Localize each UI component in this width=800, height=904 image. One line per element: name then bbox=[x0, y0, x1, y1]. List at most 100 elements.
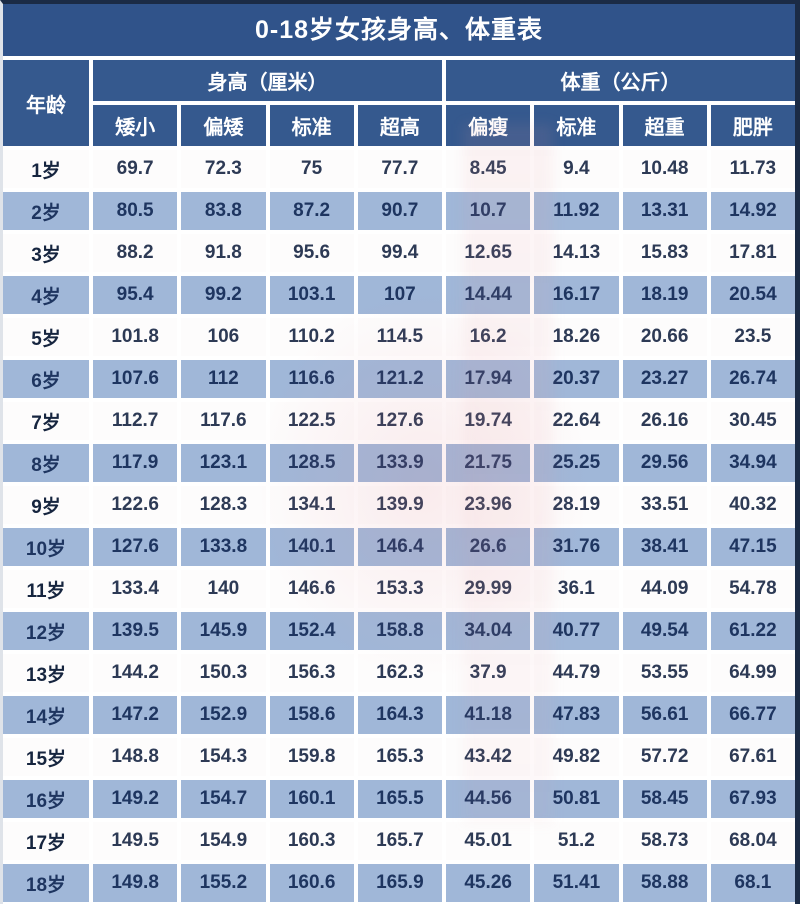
height-group-header: 身高（厘米） bbox=[93, 60, 442, 101]
height-value-cell: 72.3 bbox=[181, 150, 266, 188]
weight-value-cell: 58.88 bbox=[622, 864, 707, 902]
height-value-cell: 101.8 bbox=[93, 318, 178, 356]
weight-group-header: 体重（公斤） bbox=[446, 60, 795, 101]
height-value-cell: 127.6 bbox=[357, 402, 442, 440]
height-value-cell: 155.2 bbox=[181, 864, 266, 902]
height-value-cell: 160.6 bbox=[269, 864, 354, 902]
weight-value-cell: 29.56 bbox=[622, 444, 707, 482]
height-value-cell: 122.6 bbox=[93, 486, 178, 524]
height-value-cell: 162.3 bbox=[357, 654, 442, 692]
weight-value-cell: 47.15 bbox=[710, 528, 795, 566]
age-cell: 9岁 bbox=[3, 486, 89, 524]
subheader-weight-standard: 标准 bbox=[534, 105, 619, 146]
weight-value-cell: 64.99 bbox=[710, 654, 795, 692]
height-value-cell: 83.8 bbox=[181, 192, 266, 230]
height-value-cell: 103.1 bbox=[269, 276, 354, 314]
weight-value-cell: 29.99 bbox=[446, 570, 531, 608]
height-value-cell: 117.9 bbox=[93, 444, 178, 482]
height-value-cell: 156.3 bbox=[269, 654, 354, 692]
age-cell: 14岁 bbox=[3, 696, 89, 734]
weight-value-cell: 26.16 bbox=[622, 402, 707, 440]
height-value-cell: 139.5 bbox=[93, 612, 178, 650]
height-value-cell: 160.3 bbox=[269, 822, 354, 860]
weight-value-cell: 17.94 bbox=[446, 360, 531, 398]
height-value-cell: 147.2 bbox=[93, 696, 178, 734]
subheader-height-tall: 超高 bbox=[357, 105, 442, 146]
height-value-cell: 80.5 bbox=[93, 192, 178, 230]
weight-value-cell: 25.25 bbox=[534, 444, 619, 482]
subheader-weight-obese: 肥胖 bbox=[710, 105, 795, 146]
height-value-cell: 112 bbox=[181, 360, 266, 398]
weight-value-cell: 50.81 bbox=[534, 780, 619, 818]
age-cell: 17岁 bbox=[3, 822, 89, 860]
height-value-cell: 99.2 bbox=[181, 276, 266, 314]
height-value-cell: 152.4 bbox=[269, 612, 354, 650]
height-value-cell: 110.2 bbox=[269, 318, 354, 356]
weight-value-cell: 36.1 bbox=[534, 570, 619, 608]
weight-value-cell: 23.96 bbox=[446, 486, 531, 524]
height-value-cell: 150.3 bbox=[181, 654, 266, 692]
weight-value-cell: 9.4 bbox=[534, 150, 619, 188]
height-value-cell: 116.6 bbox=[269, 360, 354, 398]
weight-value-cell: 20.54 bbox=[710, 276, 795, 314]
weight-value-cell: 14.92 bbox=[710, 192, 795, 230]
weight-value-cell: 45.01 bbox=[446, 822, 531, 860]
weight-value-cell: 18.19 bbox=[622, 276, 707, 314]
height-value-cell: 117.6 bbox=[181, 402, 266, 440]
height-value-cell: 165.5 bbox=[357, 780, 442, 818]
weight-value-cell: 67.93 bbox=[710, 780, 795, 818]
age-cell: 4岁 bbox=[3, 276, 89, 314]
weight-value-cell: 18.26 bbox=[534, 318, 619, 356]
height-value-cell: 77.7 bbox=[357, 150, 442, 188]
weight-value-cell: 16.17 bbox=[534, 276, 619, 314]
height-value-cell: 122.5 bbox=[269, 402, 354, 440]
height-value-cell: 165.3 bbox=[357, 738, 442, 776]
age-cell: 2岁 bbox=[3, 192, 89, 230]
weight-value-cell: 17.81 bbox=[710, 234, 795, 272]
height-value-cell: 123.1 bbox=[181, 444, 266, 482]
weight-value-cell: 51.2 bbox=[534, 822, 619, 860]
height-value-cell: 107.6 bbox=[93, 360, 178, 398]
height-value-cell: 107 bbox=[357, 276, 442, 314]
weight-value-cell: 11.73 bbox=[710, 150, 795, 188]
weight-value-cell: 56.61 bbox=[622, 696, 707, 734]
subheader-height-below: 偏矮 bbox=[181, 105, 266, 146]
weight-value-cell: 11.92 bbox=[534, 192, 619, 230]
weight-value-cell: 51.41 bbox=[534, 864, 619, 902]
weight-value-cell: 44.56 bbox=[446, 780, 531, 818]
weight-value-cell: 12.65 bbox=[446, 234, 531, 272]
height-value-cell: 165.7 bbox=[357, 822, 442, 860]
weight-value-cell: 45.26 bbox=[446, 864, 531, 902]
weight-value-cell: 26.6 bbox=[446, 528, 531, 566]
weight-value-cell: 31.76 bbox=[534, 528, 619, 566]
weight-value-cell: 44.09 bbox=[622, 570, 707, 608]
weight-value-cell: 13.31 bbox=[622, 192, 707, 230]
weight-value-cell: 22.64 bbox=[534, 402, 619, 440]
age-cell: 12岁 bbox=[3, 612, 89, 650]
weight-value-cell: 38.41 bbox=[622, 528, 707, 566]
weight-value-cell: 41.18 bbox=[446, 696, 531, 734]
height-value-cell: 149.2 bbox=[93, 780, 178, 818]
weight-value-cell: 54.78 bbox=[710, 570, 795, 608]
weight-value-cell: 47.83 bbox=[534, 696, 619, 734]
weight-value-cell: 34.94 bbox=[710, 444, 795, 482]
height-value-cell: 164.3 bbox=[357, 696, 442, 734]
height-value-cell: 133.8 bbox=[181, 528, 266, 566]
weight-value-cell: 15.83 bbox=[622, 234, 707, 272]
height-value-cell: 88.2 bbox=[93, 234, 178, 272]
weight-value-cell: 20.66 bbox=[622, 318, 707, 356]
age-cell: 11岁 bbox=[3, 570, 89, 608]
subheader-weight-overweight: 超重 bbox=[622, 105, 707, 146]
weight-value-cell: 23.27 bbox=[622, 360, 707, 398]
height-value-cell: 154.7 bbox=[181, 780, 266, 818]
weight-value-cell: 20.37 bbox=[534, 360, 619, 398]
height-value-cell: 139.9 bbox=[357, 486, 442, 524]
age-cell: 10岁 bbox=[3, 528, 89, 566]
subheader-height-standard: 标准 bbox=[269, 105, 354, 146]
weight-value-cell: 34.04 bbox=[446, 612, 531, 650]
height-value-cell: 87.2 bbox=[269, 192, 354, 230]
height-value-cell: 106 bbox=[181, 318, 266, 356]
age-cell: 1岁 bbox=[3, 150, 89, 188]
weight-value-cell: 19.74 bbox=[446, 402, 531, 440]
